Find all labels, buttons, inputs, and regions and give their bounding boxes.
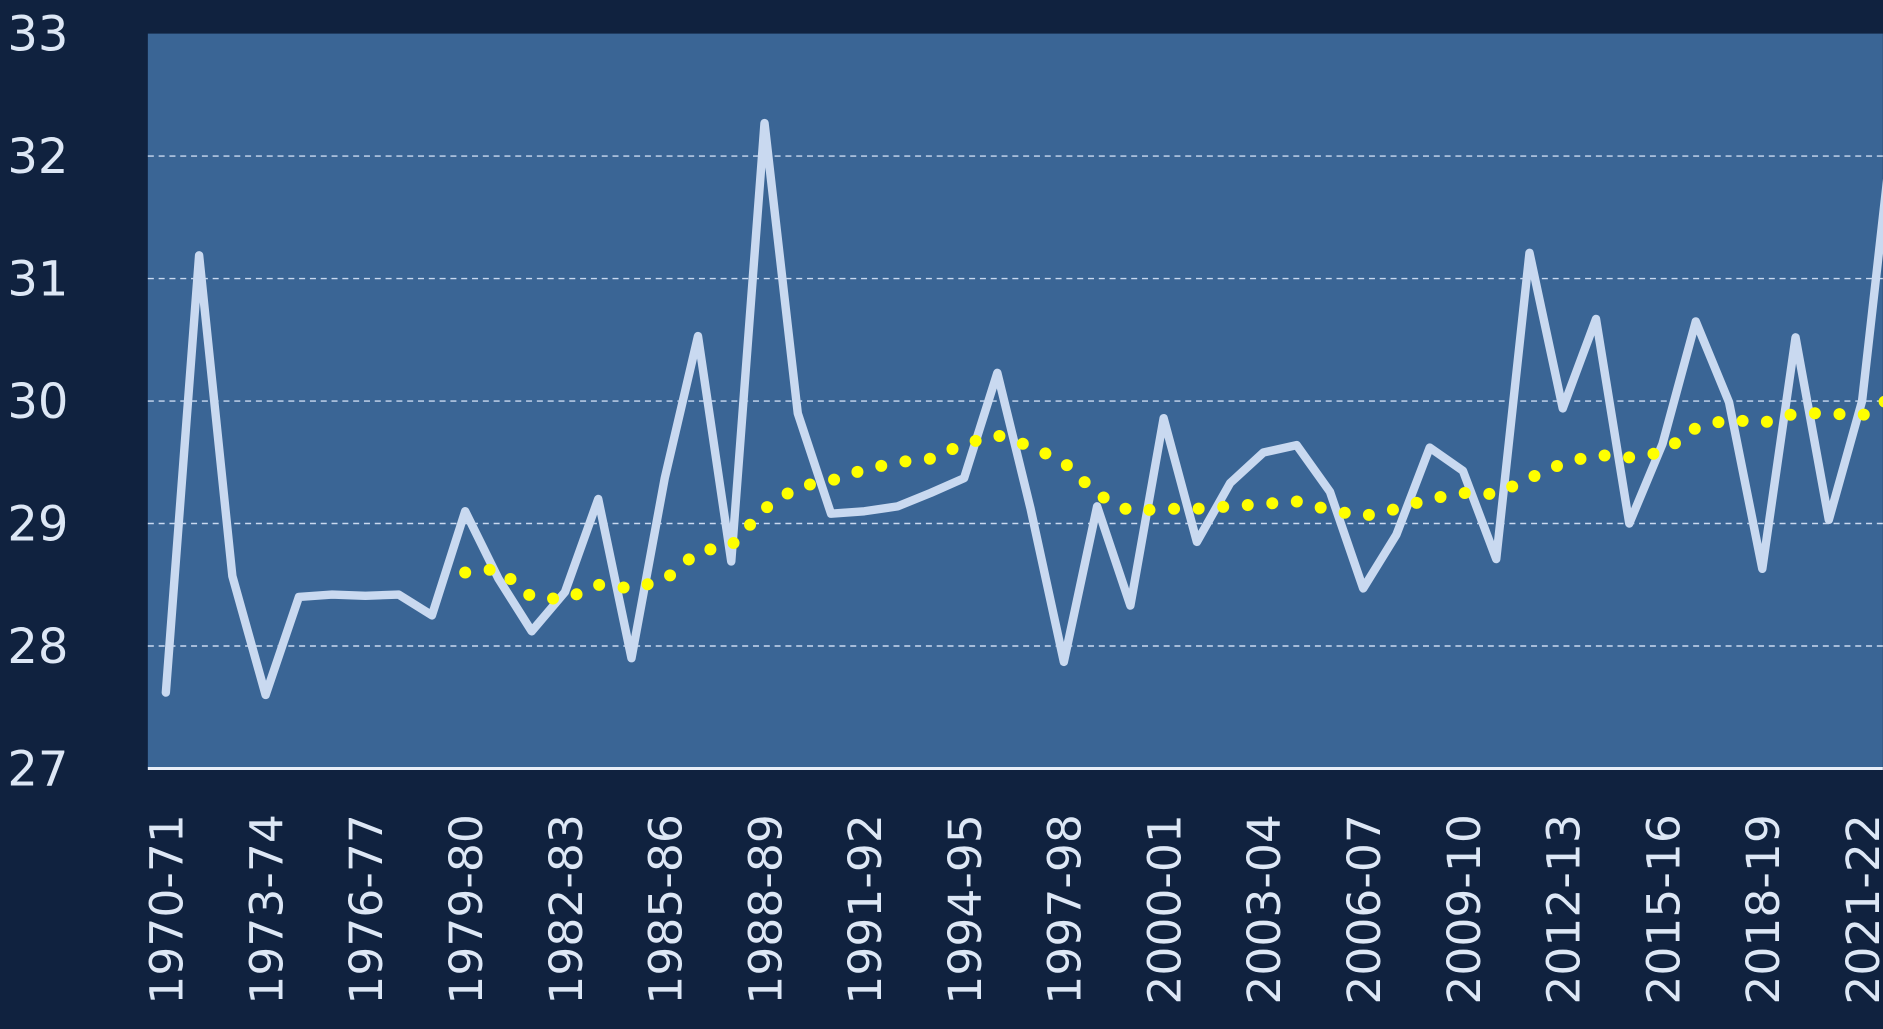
y-tick-label: 33 (7, 6, 68, 62)
x-tick-label: 2000-01 (1138, 814, 1191, 1005)
x-tick-label: 2018-19 (1737, 814, 1790, 1005)
x-tick-label: 2006-07 (1338, 814, 1391, 1005)
data-line (161, 118, 1883, 700)
x-tick-label: 1988-89 (739, 814, 792, 1005)
x-tick-label: 2003-04 (1238, 814, 1291, 1005)
y-tick-label: 31 (7, 251, 68, 307)
x-tick-label: 1994-95 (939, 814, 992, 1005)
y-tick-label: 30 (7, 374, 68, 430)
x-tick-label: 1982-83 (540, 814, 593, 1005)
trend-line (459, 395, 1883, 606)
y-tick-label: 27 (7, 741, 68, 797)
y-tick-label: 32 (7, 129, 68, 185)
x-tick-label: 1973-74 (240, 814, 293, 1005)
x-tick-label: 1991-92 (839, 814, 892, 1005)
x-tick-label: 1985-86 (640, 814, 693, 1005)
x-tick-label: 1970-71 (141, 814, 194, 1005)
x-tick-label: 2012-13 (1538, 814, 1591, 1005)
x-tick-label: 2009-10 (1438, 814, 1491, 1005)
x-tick-label: 1976-77 (340, 814, 393, 1005)
y-tick-label: 29 (7, 496, 68, 552)
x-tick-label: 2021-22 (1837, 814, 1883, 1005)
y-tick-label: 28 (7, 619, 68, 675)
x-tick-label: 2015-16 (1637, 814, 1690, 1005)
x-tick-label: 1979-80 (440, 814, 493, 1005)
x-tick-label: 1997-98 (1039, 814, 1092, 1005)
